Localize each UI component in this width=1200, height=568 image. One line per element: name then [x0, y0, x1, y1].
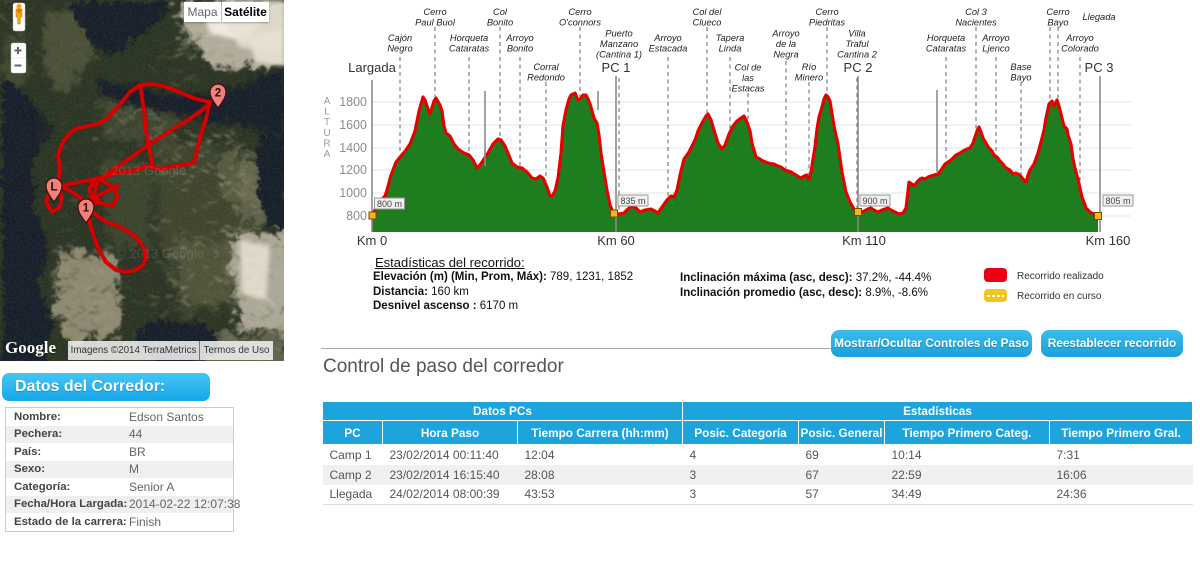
svg-text:O'connors: O'connors — [559, 17, 601, 27]
svg-text:Linda: Linda — [719, 43, 742, 53]
svg-text:Cerro: Cerro — [423, 7, 446, 17]
svg-text:Piedritas: Piedritas — [809, 17, 846, 27]
svg-text:T: T — [324, 117, 330, 128]
svg-text:Km 160: Km 160 — [1086, 233, 1131, 248]
svg-text:Col del: Col del — [693, 7, 723, 17]
svg-text:Col: Col — [493, 7, 508, 17]
svg-text:Negro: Negro — [387, 43, 412, 53]
svg-text:800 m: 800 m — [377, 199, 402, 209]
svg-text:de la: de la — [776, 39, 796, 49]
svg-text:1400: 1400 — [339, 141, 367, 155]
svg-text:805 m: 805 m — [1106, 196, 1131, 206]
svg-text:Base: Base — [1010, 62, 1031, 72]
svg-text:A: A — [324, 96, 331, 107]
svg-text:Corral: Corral — [533, 62, 559, 72]
svg-text:Río: Río — [802, 62, 816, 72]
svg-text:Colorado: Colorado — [1061, 43, 1099, 53]
svg-text:Manzano: Manzano — [600, 39, 638, 49]
svg-text:Arroyo: Arroyo — [505, 33, 533, 43]
svg-text:Cataratas: Cataratas — [449, 43, 490, 53]
svg-text:Llegada: Llegada — [1082, 12, 1115, 22]
svg-text:Cerro: Cerro — [568, 7, 591, 17]
svg-text:Clueco: Clueco — [693, 17, 722, 27]
svg-text:Arroyo: Arroyo — [771, 29, 799, 39]
svg-text:Cerro: Cerro — [1046, 7, 1069, 17]
svg-text:© 2013 Google: © 2013 Google — [98, 163, 186, 178]
svg-text:Horqueta: Horqueta — [450, 33, 488, 43]
svg-text:Puerto: Puerto — [605, 29, 632, 39]
svg-text:R: R — [323, 138, 330, 149]
svg-text:Ljenco: Ljenco — [982, 43, 1009, 53]
svg-text:Arroyo: Arroyo — [981, 33, 1009, 43]
svg-text:900 m: 900 m — [863, 196, 888, 206]
svg-text:1200: 1200 — [339, 163, 367, 177]
svg-text:Bayo: Bayo — [1047, 17, 1068, 27]
svg-text:1: 1 — [83, 203, 90, 215]
svg-text:Bonito: Bonito — [507, 43, 533, 53]
svg-text:835 m: 835 m — [621, 196, 646, 206]
svg-text:L: L — [324, 107, 330, 118]
svg-text:Cerro: Cerro — [815, 7, 838, 17]
svg-text:800: 800 — [346, 209, 367, 223]
svg-text:L: L — [50, 182, 57, 194]
svg-text:Bonito: Bonito — [487, 17, 513, 27]
svg-text:Negra: Negra — [773, 50, 798, 60]
svg-text:PC 2: PC 2 — [844, 60, 873, 75]
svg-text:Cantina 2: Cantina 2 — [837, 50, 878, 60]
svg-text:Minero: Minero — [795, 72, 823, 82]
svg-text:Km 60: Km 60 — [597, 233, 635, 248]
svg-text:© 2013 Google: © 2013 Google — [116, 246, 204, 261]
svg-text:PC 1: PC 1 — [602, 60, 631, 75]
svg-text:Col de: Col de — [735, 63, 762, 73]
svg-text:Arroyo: Arroyo — [1065, 33, 1093, 43]
svg-text:Tapera: Tapera — [716, 33, 745, 43]
svg-text:1600: 1600 — [339, 118, 367, 132]
svg-text:Villa: Villa — [848, 29, 865, 39]
svg-text:2: 2 — [215, 88, 221, 100]
svg-text:las: las — [742, 73, 754, 83]
svg-text:Cajón: Cajón — [388, 33, 412, 43]
svg-text:1000: 1000 — [339, 186, 367, 200]
svg-text:Traful: Traful — [845, 39, 869, 49]
svg-text:U: U — [323, 128, 330, 139]
svg-text:A: A — [324, 149, 331, 160]
svg-text:Paul Buol: Paul Buol — [415, 17, 456, 27]
svg-text:Estacas: Estacas — [731, 84, 764, 94]
svg-text:Km 0: Km 0 — [357, 233, 387, 248]
svg-text:Col 3: Col 3 — [965, 7, 988, 17]
svg-text:Estacada: Estacada — [649, 43, 688, 53]
svg-text:Cataratas: Cataratas — [926, 43, 967, 53]
svg-text:Nacientes: Nacientes — [955, 17, 997, 27]
svg-text:Km 110: Km 110 — [842, 233, 886, 248]
svg-text:1800: 1800 — [339, 95, 367, 109]
svg-text:(Cantina 1): (Cantina 1) — [596, 50, 642, 60]
svg-text:Horqueta: Horqueta — [927, 33, 965, 43]
svg-text:Redondo: Redondo — [527, 72, 565, 82]
svg-text:Arroyo: Arroyo — [653, 33, 681, 43]
svg-text:Largada: Largada — [348, 60, 396, 75]
svg-text:Bayo: Bayo — [1010, 72, 1031, 82]
svg-text:PC 3: PC 3 — [1085, 60, 1114, 75]
